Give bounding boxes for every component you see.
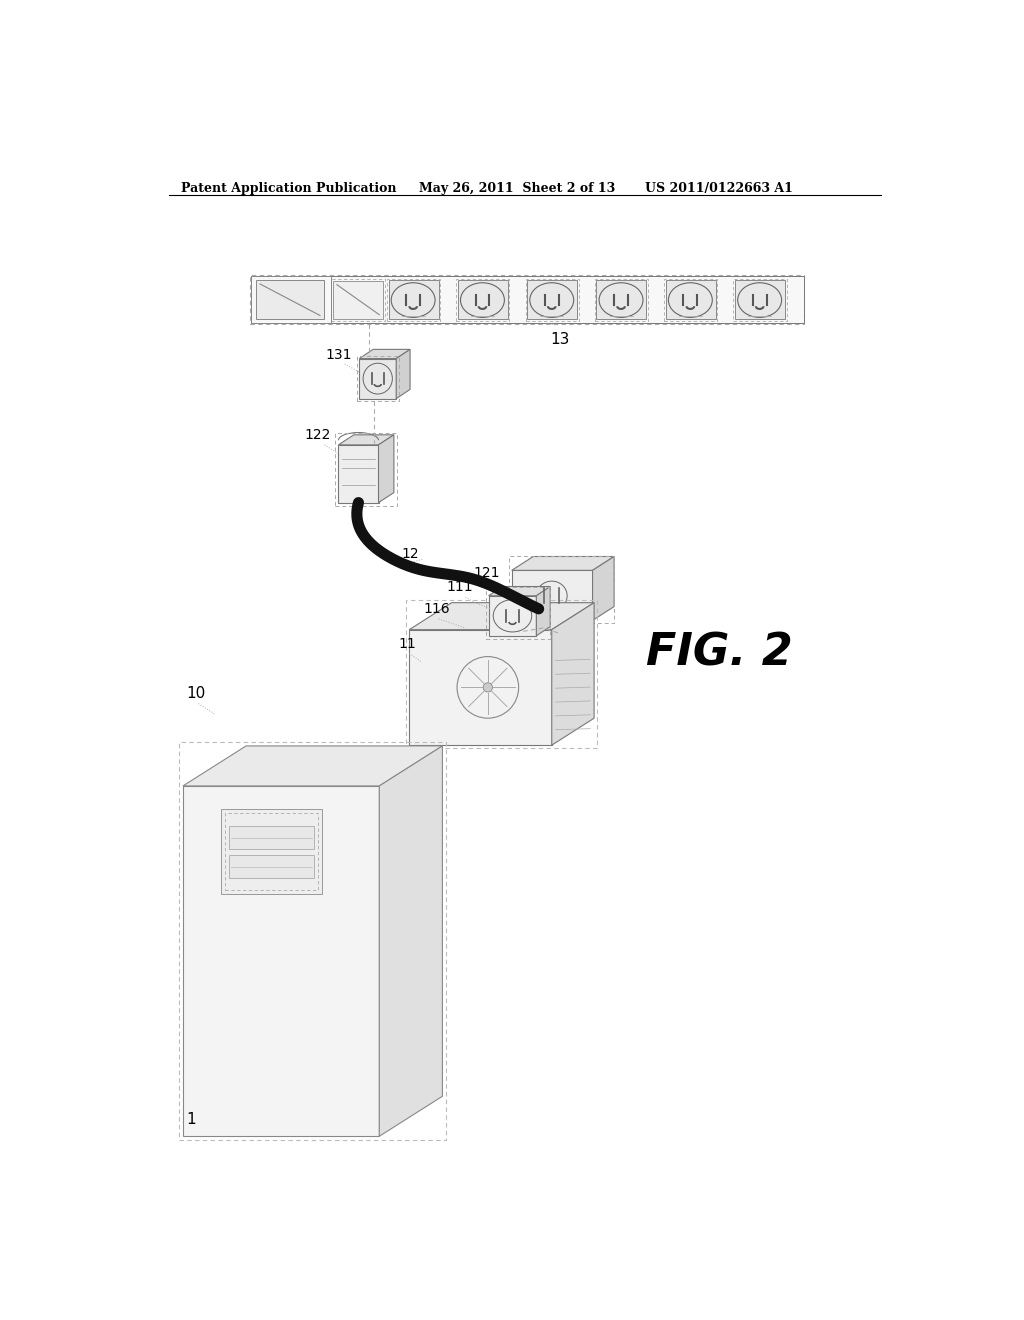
Polygon shape [512,557,614,570]
Circle shape [483,682,493,692]
Bar [229,855,313,878]
Bar [666,280,716,319]
Bar [225,813,317,890]
Bar [251,276,804,323]
Bar [595,279,648,321]
Bar [407,599,597,748]
Text: May 26, 2011  Sheet 2 of 13: May 26, 2011 Sheet 2 of 13 [419,182,615,194]
Bar [512,570,593,620]
Text: 12: 12 [401,546,419,561]
Bar [485,586,550,639]
Text: FIG. 2: FIG. 2 [646,631,794,675]
Text: 13: 13 [550,331,569,347]
Text: 111: 111 [446,581,473,594]
Text: 1: 1 [186,1111,196,1127]
Bar [733,279,786,321]
Bar [331,279,385,321]
Bar [359,359,396,399]
Bar [336,433,397,506]
Text: Patent Application Publication: Patent Application Publication [180,182,396,194]
Bar [458,280,508,319]
Polygon shape [379,434,394,503]
Polygon shape [535,611,581,618]
Bar [357,356,398,401]
Bar [525,279,579,321]
Bar [527,280,578,319]
Bar [488,595,537,636]
Bar [229,826,313,849]
Bar [179,742,446,1140]
Bar [457,279,509,321]
Polygon shape [183,746,442,785]
Text: 10: 10 [186,686,205,701]
Polygon shape [396,350,410,399]
Text: 131: 131 [326,348,352,363]
Text: 122: 122 [304,428,331,442]
Bar [535,618,569,645]
Bar [735,280,785,319]
Bar [509,557,614,623]
Bar [221,809,322,894]
Text: US 2011/0122663 A1: US 2011/0122663 A1 [645,182,793,194]
Polygon shape [359,350,410,359]
Polygon shape [379,746,442,1137]
Polygon shape [537,586,550,636]
Polygon shape [552,603,594,744]
Bar [665,279,717,321]
Text: 121: 121 [473,565,500,579]
Text: 11: 11 [398,638,417,651]
Text: 116: 116 [423,602,450,615]
Polygon shape [339,434,394,445]
Bar [387,279,440,321]
Bar [333,281,383,318]
Bar [410,630,552,744]
Bar [256,280,324,319]
Polygon shape [593,557,614,620]
Polygon shape [488,586,550,595]
Polygon shape [569,611,581,645]
Bar [250,276,804,323]
Bar [183,785,379,1137]
Bar [596,280,646,319]
Bar [388,280,438,319]
Bar [339,445,379,503]
Polygon shape [410,603,594,630]
